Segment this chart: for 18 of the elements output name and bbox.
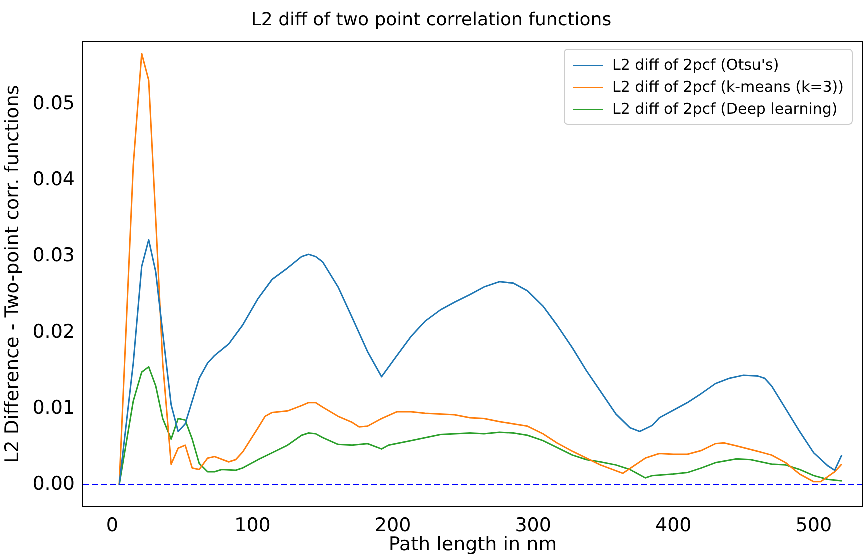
y-axis-title: L2 Difference - Two-point corr. functions <box>1 85 24 464</box>
x-tick-label: 500 <box>796 514 832 536</box>
x-tick-label: 300 <box>515 514 552 536</box>
y-tick-label: 0.05 <box>32 92 75 115</box>
legend-label: L2 diff of 2pcf (Otsu's) <box>612 56 780 74</box>
y-tick-label: 0.04 <box>32 168 75 191</box>
legend-label: L2 diff of 2pcf (Deep learning) <box>612 100 838 118</box>
x-tick-label: 100 <box>234 514 271 536</box>
y-tick-label: 0.03 <box>32 244 75 267</box>
y-tick-label: 0.01 <box>32 396 75 419</box>
chart-title: L2 diff of two point correlation functions <box>251 9 612 30</box>
y-tick-label: 0.02 <box>32 320 75 343</box>
legend-label: L2 diff of 2pcf (k-means (k=3)) <box>612 78 844 96</box>
x-tick-label: 400 <box>655 514 692 536</box>
x-tick-label: 0 <box>106 514 119 536</box>
x-axis-title: Path length in nm <box>388 534 558 556</box>
x-tick-label: 200 <box>374 514 412 536</box>
y-tick-label: 0.00 <box>32 472 75 495</box>
